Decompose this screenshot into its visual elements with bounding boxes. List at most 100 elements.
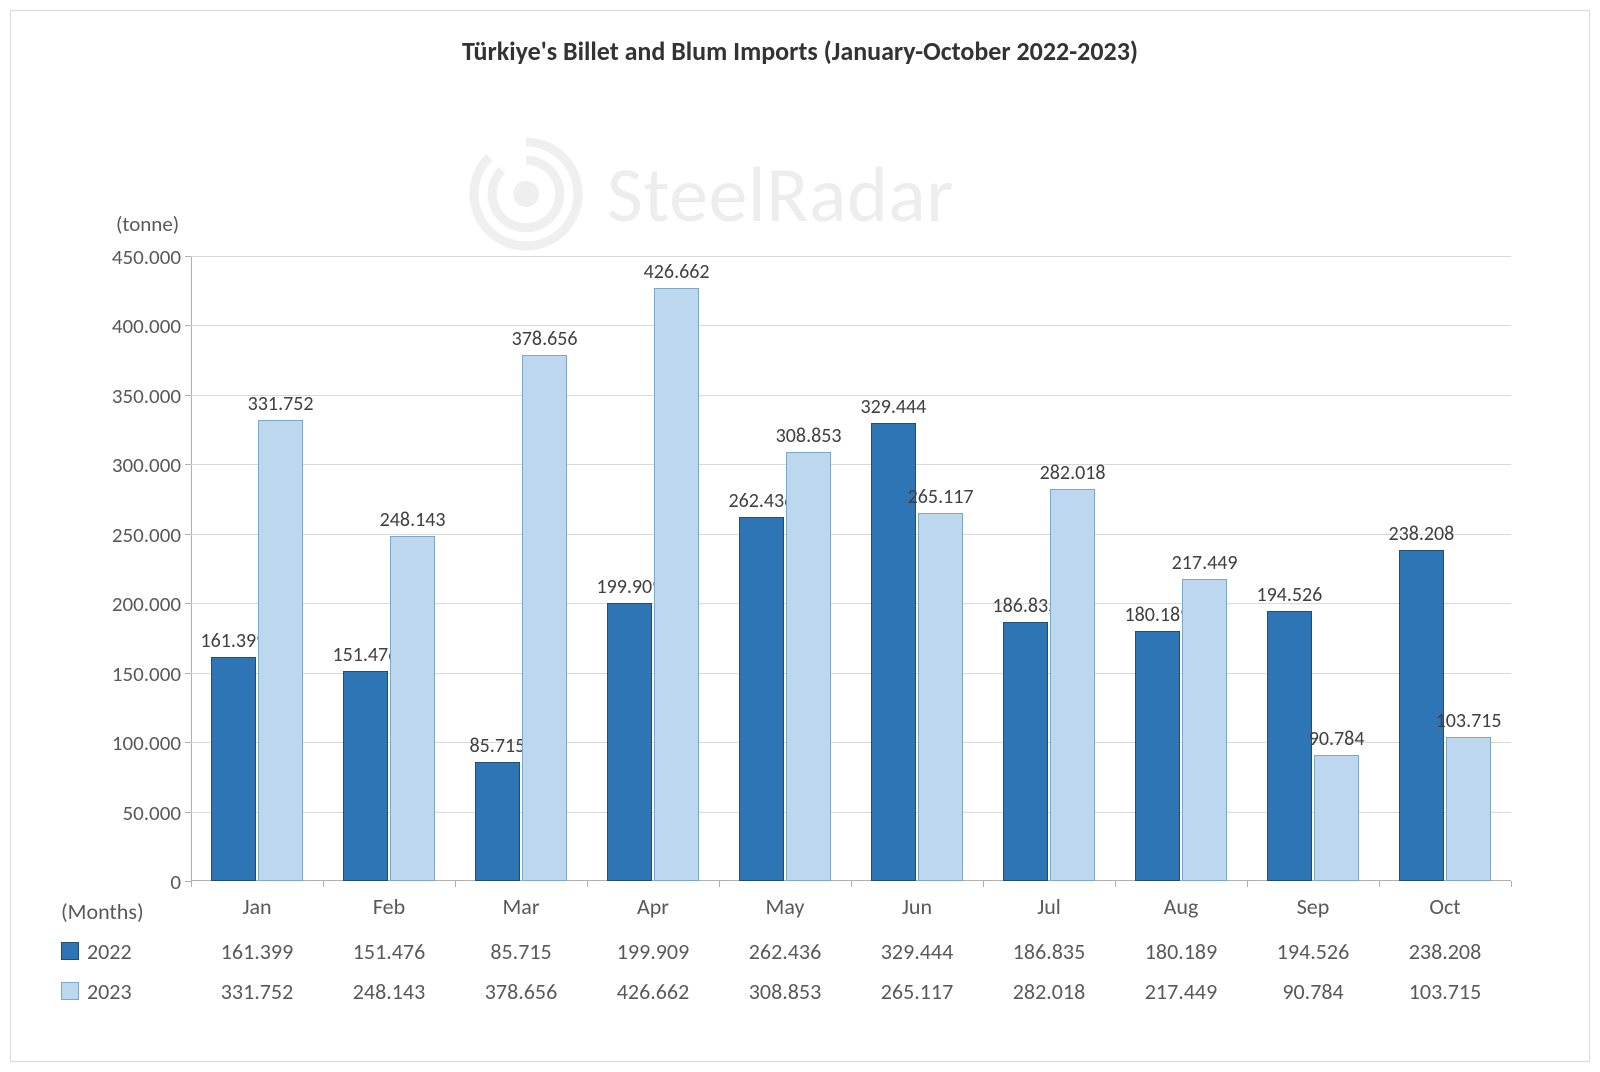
ytick-mark: [185, 395, 191, 396]
watermark-text: SteelRadar: [607, 147, 954, 242]
table-cell: 426.662: [587, 978, 719, 1005]
ytick-mark: [185, 464, 191, 465]
gridline: [191, 256, 1511, 257]
gridline: [191, 464, 1511, 465]
watermark: SteelRadar: [461, 129, 954, 259]
legend-swatch-icon: [61, 982, 79, 1000]
gridline: [191, 673, 1511, 674]
gridline: [191, 812, 1511, 813]
chart-frame: Türkiye's Billet and Blum Imports (Janua…: [10, 10, 1590, 1062]
ytick-mark: [185, 603, 191, 604]
x-axis-unit: (Months): [61, 898, 144, 925]
bar-value-label: 265.117: [881, 485, 1001, 509]
table-cell: 161.399: [191, 938, 323, 965]
bar-value-label: 217.449: [1145, 551, 1265, 575]
table-cell: 103.715: [1379, 978, 1511, 1005]
ytick-label: 250.000: [81, 522, 181, 548]
table-cell: 217.449: [1115, 978, 1247, 1005]
table-cell: 186.835: [983, 938, 1115, 965]
bar-2023: [1314, 755, 1359, 881]
xtick-mark: [1247, 881, 1248, 887]
bar-value-label: 331.752: [221, 392, 341, 416]
ytick-label: 400.000: [81, 313, 181, 339]
ytick-mark: [185, 534, 191, 535]
bar-value-label: 238.208: [1361, 522, 1481, 546]
table-cell: 151.476: [323, 938, 455, 965]
table-months-header: (Months): [61, 898, 191, 925]
table-header-row: (Months): [61, 891, 1511, 931]
xtick-mark: [455, 881, 456, 887]
bar-2023: [786, 452, 831, 881]
bar-value-label: 194.526: [1229, 583, 1349, 607]
table-cell: 180.189: [1115, 938, 1247, 965]
ytick-label: 100.000: [81, 730, 181, 756]
table-row: 2023331.752248.143378.656426.662308.8532…: [61, 971, 1511, 1011]
bar-value-label: 378.656: [485, 327, 605, 351]
bar-2022: [211, 657, 256, 881]
bar-value-label: 329.444: [833, 395, 953, 419]
bar-value-label: 308.853: [749, 424, 869, 448]
table-cell: 331.752: [191, 978, 323, 1005]
xtick-mark: [587, 881, 588, 887]
bar-2022: [1135, 631, 1180, 881]
table-row: 2022 161.399151.47685.715199.909262.43632…: [61, 931, 1511, 971]
y-axis-line: [191, 256, 192, 881]
table-cell: 248.143: [323, 978, 455, 1005]
xtick-mark: [719, 881, 720, 887]
table-cell: 329.444: [851, 938, 983, 965]
bar-2023: [390, 536, 435, 881]
series-legend-2022: 2022: [61, 938, 191, 965]
bar-2022: [739, 517, 784, 881]
ytick-mark: [185, 325, 191, 326]
series-name-label: 2023: [87, 978, 132, 1005]
bar-2022: [343, 671, 388, 881]
table-cell: 262.436: [719, 938, 851, 965]
gridline: [191, 534, 1511, 535]
ytick-label: 450.000: [81, 244, 181, 270]
ytick-label: 50.000: [81, 800, 181, 826]
bar-2023: [1050, 489, 1095, 881]
bar-2022: [1003, 622, 1048, 881]
xtick-mark: [1511, 881, 1512, 887]
xtick-mark: [191, 881, 192, 887]
table-cell: 85.715: [455, 938, 587, 965]
bar-value-label: 248.143: [353, 508, 473, 532]
ytick-label: 200.000: [81, 591, 181, 617]
xtick-mark: [983, 881, 984, 887]
bar-2023: [918, 513, 963, 881]
bar-2023: [522, 355, 567, 881]
series-legend-2023: 2023: [61, 978, 191, 1005]
bar-value-label: 103.715: [1409, 709, 1529, 733]
bar-value-label: 90.784: [1277, 727, 1397, 751]
table-cell: 282.018: [983, 978, 1115, 1005]
gridline: [191, 325, 1511, 326]
series-name-label: 2022: [87, 938, 132, 965]
table-cell: 265.117: [851, 978, 983, 1005]
table-cell: 90.784: [1247, 978, 1379, 1005]
radar-icon: [461, 129, 591, 259]
chart-title: Türkiye's Billet and Blum Imports (Janua…: [11, 35, 1589, 67]
table-cell: 199.909: [587, 938, 719, 965]
table-cell: 238.208: [1379, 938, 1511, 965]
table-cell: 378.656: [455, 978, 587, 1005]
bar-2022: [475, 762, 520, 881]
bar-2023: [654, 288, 699, 881]
ytick-mark: [185, 742, 191, 743]
xtick-mark: [1379, 881, 1380, 887]
bar-2023: [1182, 579, 1227, 881]
bar-2023: [1446, 737, 1491, 881]
bar-2022: [607, 603, 652, 881]
bar-value-label: 282.018: [1013, 461, 1133, 485]
ytick-mark: [185, 812, 191, 813]
ytick-label: 300.000: [81, 452, 181, 478]
ytick-mark: [185, 673, 191, 674]
table-cell: 308.853: [719, 978, 851, 1005]
xtick-mark: [323, 881, 324, 887]
plot-area: 050.000100.000150.000200.000250.000300.0…: [191, 256, 1511, 881]
xtick-mark: [851, 881, 852, 887]
y-axis-unit: (tonne): [116, 211, 179, 237]
ytick-label: 150.000: [81, 661, 181, 687]
bar-value-label: 426.662: [617, 260, 737, 284]
ytick-mark: [185, 256, 191, 257]
legend-swatch-icon: [61, 942, 79, 960]
